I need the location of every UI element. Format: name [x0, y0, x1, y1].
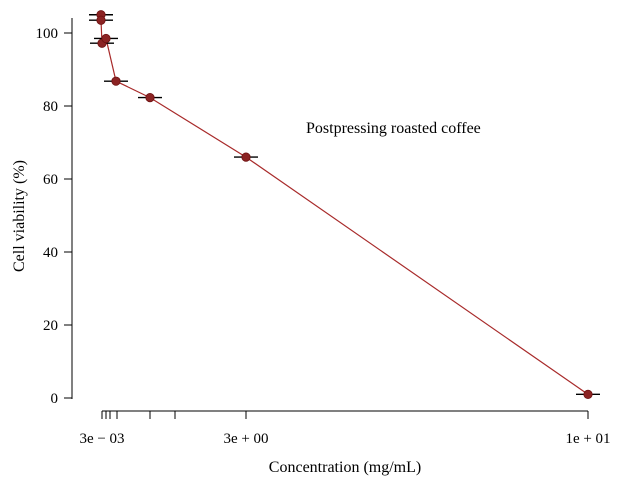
- data-point: [101, 33, 111, 44]
- y-tick-label: 60: [43, 172, 58, 188]
- y-axis-title: Cell viability (%): [11, 160, 28, 272]
- y-ticks: 0 20 40 60 80 100: [36, 26, 72, 407]
- axes: [71, 18, 588, 412]
- chart-annotation: Postpressing roasted coffee: [306, 120, 481, 137]
- x-tick-label: 1e + 01: [565, 431, 610, 447]
- x-tick-label: 3e − 03: [79, 431, 124, 447]
- y-tick-label: 20: [43, 318, 58, 334]
- series-line: [100, 14, 589, 395]
- data-point: [111, 76, 121, 86]
- x-axis-title: Concentration (mg/mL): [269, 459, 421, 476]
- data-point: [583, 389, 593, 399]
- y-tick-label: 80: [43, 99, 58, 115]
- y-tick-label: 100: [36, 26, 59, 42]
- x-ticks: 3e − 03 3e + 00 1e + 01: [79, 411, 611, 447]
- y-tick-label: 0: [51, 391, 59, 407]
- data-point: [96, 15, 106, 25]
- data-point: [241, 152, 251, 162]
- y-tick-label: 40: [43, 245, 58, 261]
- data-point: [145, 93, 155, 103]
- series-layer: [89, 10, 600, 399]
- x-tick-label: 3e + 00: [223, 431, 268, 447]
